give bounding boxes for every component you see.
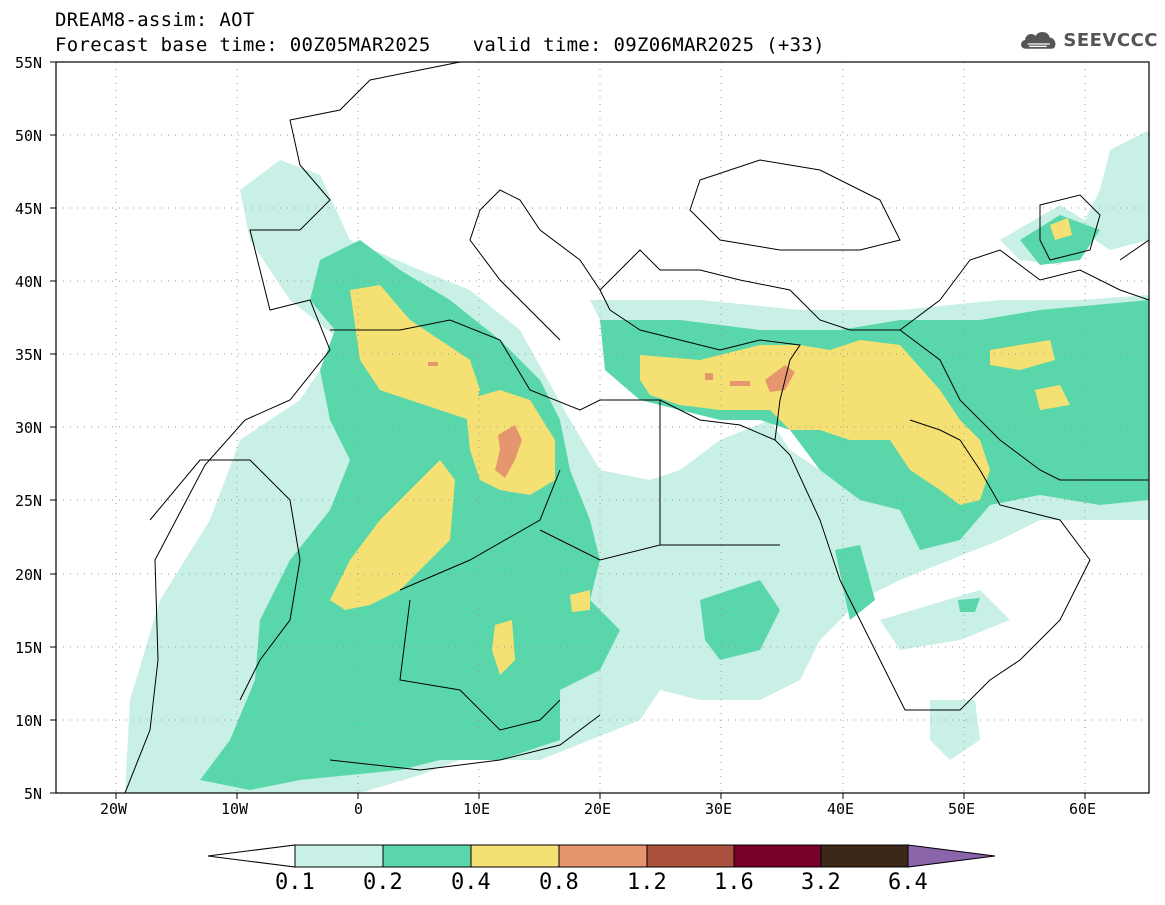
colorbar-bin-3 bbox=[470, 844, 560, 868]
lon-label: 20W bbox=[100, 800, 128, 818]
colorbar bbox=[207, 844, 996, 868]
lon-label: 60E bbox=[1069, 800, 1097, 818]
valid-time: valid time: 09Z06MAR2025 (+33) bbox=[472, 34, 825, 56]
colorbar-bin-4 bbox=[558, 844, 648, 868]
axis-ticks bbox=[50, 61, 1086, 799]
lat-label: 25N bbox=[15, 492, 43, 510]
logo-text: SEEVCCC bbox=[1063, 29, 1158, 51]
lat-label: 10N bbox=[15, 712, 43, 730]
colorbar-label: 3.2 bbox=[801, 870, 841, 895]
colorbar-bin-7 bbox=[820, 844, 909, 868]
colorbar-label: 1.6 bbox=[714, 870, 754, 895]
colorbar-bin-2 bbox=[382, 844, 472, 868]
colorbar-under-arrow bbox=[207, 844, 296, 868]
lat-label: 20N bbox=[15, 566, 43, 584]
colorbar-bin-1 bbox=[294, 844, 384, 868]
graticule bbox=[56, 62, 1149, 793]
colorbar-label: 0.8 bbox=[539, 870, 579, 895]
coastlines bbox=[124, 62, 1149, 793]
lat-label: 15N bbox=[15, 639, 43, 657]
lat-label: 35N bbox=[15, 346, 43, 364]
lon-label: 0 bbox=[354, 800, 364, 818]
lon-label: 50E bbox=[948, 800, 976, 818]
colorbar-label: 1.2 bbox=[627, 870, 667, 895]
colorbar-label: 0.2 bbox=[363, 870, 403, 895]
seevccc-logo: SEEVCCC bbox=[1018, 24, 1158, 56]
lat-label: 40N bbox=[15, 273, 43, 291]
lat-label: 55N bbox=[15, 54, 43, 72]
lat-label: 50N bbox=[15, 127, 43, 145]
aot-level-0.4 bbox=[330, 218, 1072, 675]
lon-label: 40E bbox=[827, 800, 855, 818]
colorbar-label: 0.1 bbox=[275, 870, 315, 895]
colorbar-over-arrow bbox=[907, 844, 996, 868]
map-title: DREAM8-assim: AOT bbox=[55, 9, 255, 31]
colorbar-bin-5 bbox=[646, 844, 735, 868]
lon-label: 30E bbox=[705, 800, 733, 818]
lat-label: 45N bbox=[15, 200, 43, 218]
lat-label: 30N bbox=[15, 419, 43, 437]
lon-label: 10E bbox=[463, 800, 491, 818]
colorbar-bin-6 bbox=[733, 844, 822, 868]
colorbar-label: 0.4 bbox=[451, 870, 491, 895]
lat-label: 5N bbox=[24, 785, 43, 803]
lon-label: 20E bbox=[584, 800, 612, 818]
map-subtitle: Forecast base time: 00Z05MAR2025 valid ti… bbox=[55, 34, 825, 56]
lon-label: 10W bbox=[221, 800, 249, 818]
colorbar-label: 6.4 bbox=[888, 870, 928, 895]
cloud-icon bbox=[1021, 32, 1056, 49]
base-time: Forecast base time: 00Z05MAR2025 bbox=[55, 34, 431, 56]
